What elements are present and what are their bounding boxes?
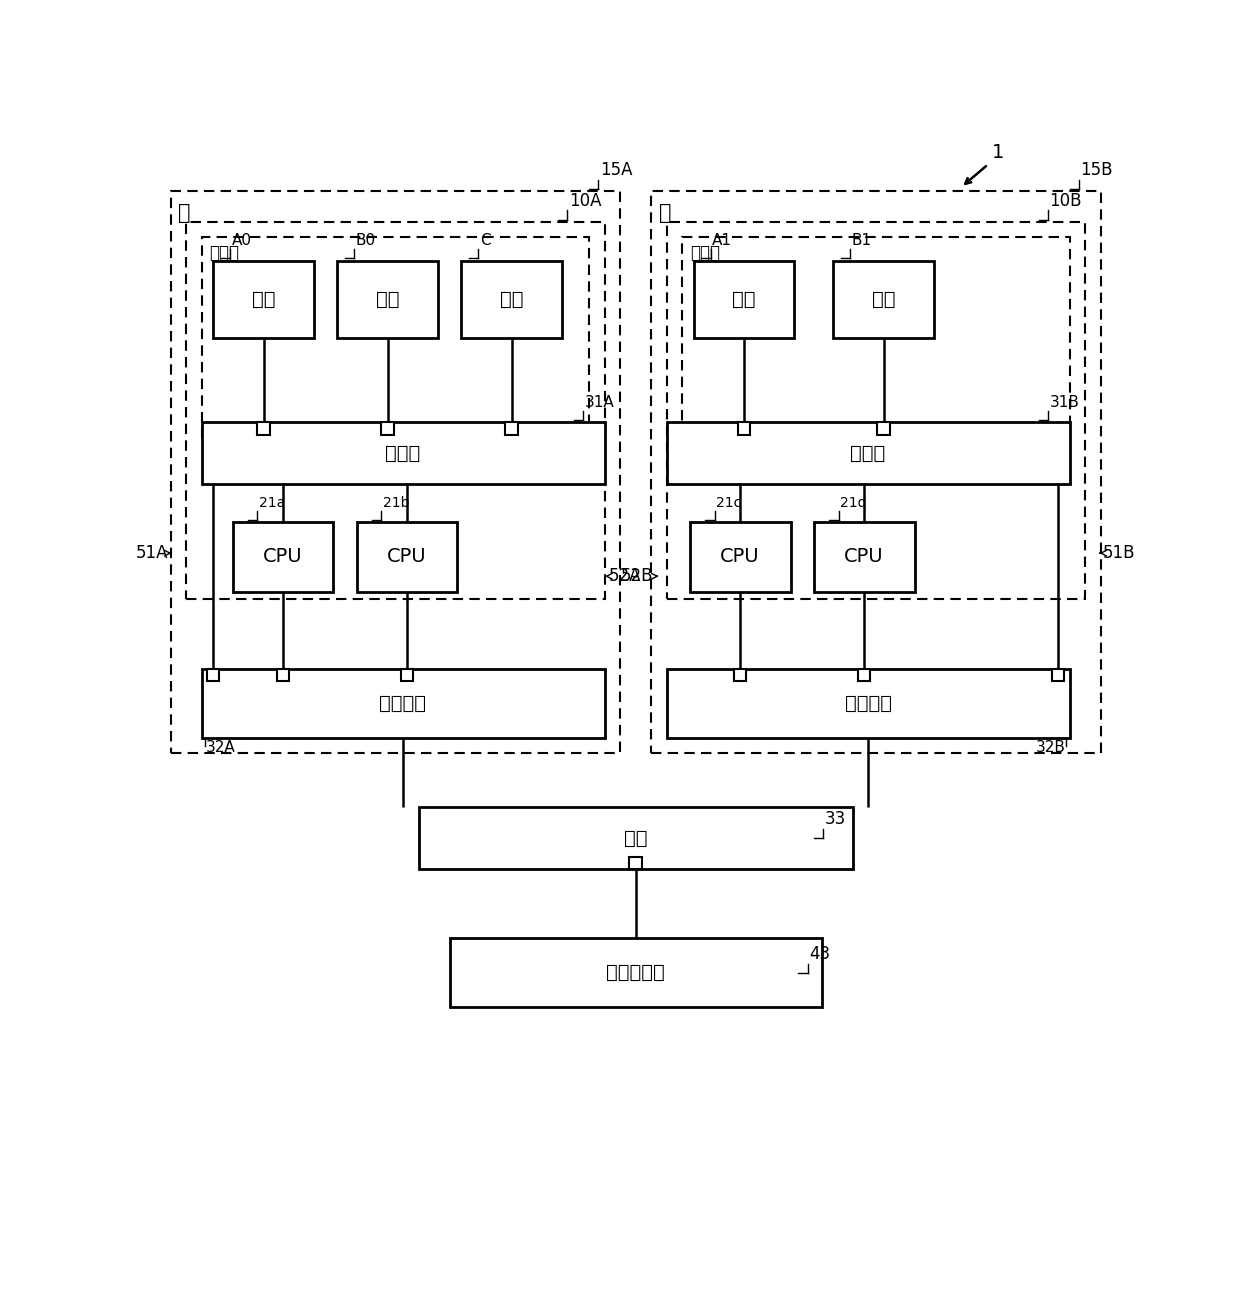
Bar: [419, 808, 853, 869]
Bar: [201, 238, 589, 437]
Text: 21a: 21a: [259, 496, 285, 510]
Bar: [258, 423, 270, 435]
Text: 模块群: 模块群: [689, 244, 719, 261]
Text: 模块: 模块: [733, 290, 755, 308]
Text: B1: B1: [852, 234, 872, 248]
Text: 相干母线: 相干母线: [379, 694, 427, 713]
Bar: [337, 261, 438, 338]
Text: 33: 33: [825, 810, 846, 829]
Text: CPU: CPU: [844, 548, 884, 566]
Text: 模块: 模块: [252, 290, 275, 308]
Text: 1: 1: [992, 144, 1004, 162]
Bar: [381, 423, 394, 435]
Text: 10B: 10B: [1049, 192, 1081, 210]
Text: 15A: 15A: [600, 161, 632, 179]
Text: 32B: 32B: [1035, 740, 1065, 756]
Text: 51A: 51A: [135, 544, 169, 562]
Text: 模块: 模块: [376, 290, 399, 308]
Bar: [833, 261, 934, 338]
Bar: [506, 423, 518, 435]
Bar: [878, 423, 890, 435]
Text: CPU: CPU: [263, 548, 303, 566]
Bar: [858, 668, 870, 681]
Text: B0: B0: [356, 234, 376, 248]
Bar: [357, 522, 458, 591]
Bar: [667, 668, 1069, 737]
Text: A1: A1: [712, 234, 733, 248]
Bar: [693, 261, 795, 338]
Text: 共用存储器: 共用存储器: [606, 963, 665, 983]
Text: 31B: 31B: [1049, 395, 1079, 410]
Bar: [207, 668, 219, 681]
Text: 51B: 51B: [1102, 544, 1136, 562]
Bar: [201, 668, 605, 737]
Text: CPU: CPU: [720, 548, 760, 566]
Text: 52A: 52A: [609, 568, 641, 585]
Bar: [651, 192, 1101, 753]
Text: C: C: [480, 234, 490, 248]
Bar: [1052, 668, 1064, 681]
Text: 相干母线: 相干母线: [844, 694, 892, 713]
Text: 模块: 模块: [872, 290, 895, 308]
Bar: [213, 261, 314, 338]
Bar: [449, 938, 821, 1007]
Text: 31A: 31A: [584, 395, 614, 410]
Bar: [461, 261, 562, 338]
Bar: [734, 668, 746, 681]
Bar: [682, 238, 1069, 437]
Bar: [186, 222, 605, 599]
Text: 21c: 21c: [717, 496, 742, 510]
Text: 43: 43: [808, 945, 831, 963]
Text: CPU: CPU: [387, 548, 427, 566]
Bar: [201, 423, 605, 484]
Text: 主母线: 主母线: [851, 444, 885, 462]
Text: 组: 组: [658, 202, 671, 223]
Bar: [277, 668, 289, 681]
Bar: [667, 423, 1069, 484]
Text: 主母线: 主母线: [386, 444, 420, 462]
Text: 21d: 21d: [841, 496, 867, 510]
Text: 10A: 10A: [569, 192, 601, 210]
Text: A0: A0: [232, 234, 252, 248]
Text: 21b: 21b: [383, 496, 409, 510]
Bar: [689, 522, 791, 591]
Bar: [401, 668, 413, 681]
Bar: [667, 222, 1085, 599]
Text: 15B: 15B: [1080, 161, 1112, 179]
Text: 32A: 32A: [206, 740, 236, 756]
Bar: [813, 522, 915, 591]
Bar: [233, 522, 334, 591]
Bar: [629, 856, 642, 869]
Text: 母线: 母线: [624, 829, 647, 847]
Bar: [171, 192, 620, 753]
Text: 模块: 模块: [500, 290, 523, 308]
Bar: [738, 423, 750, 435]
Text: 52B: 52B: [621, 568, 653, 585]
Text: 模块群: 模块群: [210, 244, 239, 261]
Text: 组: 组: [179, 202, 191, 223]
